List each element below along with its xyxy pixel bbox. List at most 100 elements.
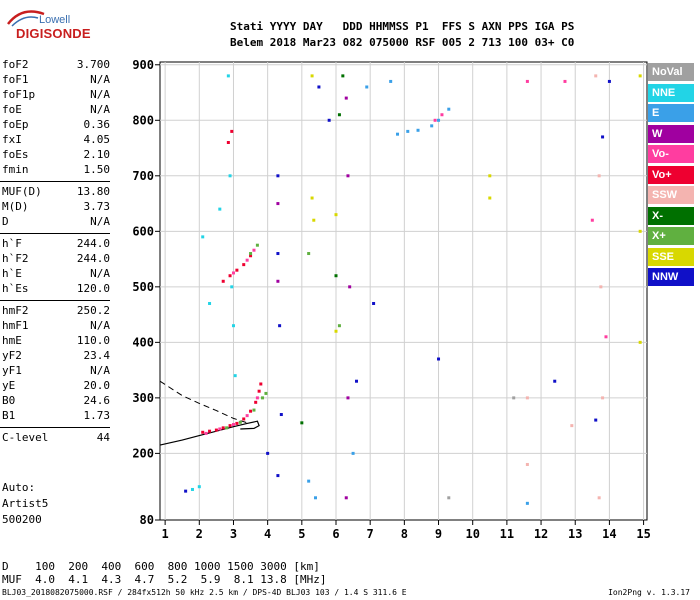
param-value: 20.0 [83,379,111,392]
echo-point-vo [590,218,594,222]
x-tick-label: 14 [602,527,616,541]
echo-point-vo [221,279,225,283]
header-values: Belem 2018 Mar23 082 075000 RSF 005 2 71… [230,36,575,49]
param-separator [0,181,110,182]
param-row-fof1p: foF1p N/A [2,88,110,103]
echo-point-x [337,113,341,117]
legend-item-nne: NNE [648,83,694,102]
echo-point-vo [254,400,258,404]
autoscaling-code: 500200 [2,513,42,526]
ionogram-plot: 1 2 3 4 5 6 7 8 9 10 11 12 13 14 158020030040050060070… [132,58,650,541]
param-row-fxi: fxI 4.05 [2,133,110,148]
echo-point-sse [310,74,314,78]
logo-product: DIGISONDE [16,26,91,41]
x-tick-label: 6 [332,527,339,541]
x-tick-label: 8 [401,527,408,541]
echo-point-w [346,174,350,178]
param-value: N/A [90,88,110,101]
echo-point-nne [190,487,194,491]
echo-point-sse [312,218,316,222]
echo-point-x [307,252,311,256]
x-tick-label: 15 [636,527,650,541]
param-value: 250.2 [76,304,110,317]
echo-point-x [337,324,341,328]
param-name: D [2,215,9,228]
echo-point-x [341,74,345,78]
logo-swoosh-icon [7,10,45,27]
x-tick-label: 2 [196,527,203,541]
echo-point-nnw [276,174,280,178]
y-tick-label: 80 [140,513,154,527]
param-name: hmF1 [2,319,29,332]
x-tick-label: 3 [230,527,237,541]
param-row-m-d-: M(D) 3.73 [2,200,110,215]
param-name: h`F [2,237,22,250]
x-tick-label: 9 [435,527,442,541]
echo-point-w [346,396,350,400]
echo-point-sse [488,174,492,178]
echo-point-vo [231,271,235,275]
echo-point-vo [218,427,222,431]
param-name: B0 [2,394,16,407]
param-row-d: D N/A [2,215,110,230]
echo-point-sse [638,74,642,78]
echo-point-nnw [266,451,270,455]
echo-point-ssw [525,396,529,400]
param-value: 120.0 [76,282,110,295]
echo-point-w [344,96,348,100]
echo-point-sse [488,196,492,200]
echo-point-w [276,202,280,206]
param-row-yf2: yF2 23.4 [2,349,110,364]
echo-point-e [416,128,420,132]
param-row-h-es: h`Es 120.0 [2,282,110,297]
echo-point-vo [226,140,230,144]
param-value: N/A [90,319,110,332]
echo-point-vo [259,382,263,386]
echo-point-e [396,132,400,136]
echo-point-nnw [184,489,188,493]
echo-point-x [261,396,265,400]
echo-point-nne [226,74,230,78]
echo-point-vo [525,79,529,83]
echo-point-nnw [437,357,441,361]
x-tick-label: 1 [162,527,169,541]
y-tick-label: 200 [132,446,154,460]
echo-point-vo [563,79,567,83]
echo-point-vo [255,396,259,400]
logo: Lowell DIGISONDE [4,4,91,42]
echo-point-e [365,85,369,89]
echo-point-nne [230,285,234,289]
param-row-foes: foEs 2.10 [2,148,110,163]
echo-point-nne [218,207,222,211]
param-value: N/A [90,215,110,228]
echo-point-nnw [372,301,376,305]
param-name: C-level [2,431,49,444]
param-name: M(D) [2,200,29,213]
echo-point-e [389,79,393,83]
legend-item-sse: SSE [648,247,694,266]
echo-point-vo [214,428,218,432]
echo-point-x [252,408,256,412]
param-value: 44 [96,431,110,444]
param-name: MUF(D) [2,185,42,198]
param-row-foe: foE N/A [2,103,110,118]
echo-point-vo [252,248,256,252]
echo-point-e [447,107,451,111]
param-name: hmF2 [2,304,29,317]
param-value: 2.10 [83,148,111,161]
param-row-c-level: C-level 44 [2,431,110,446]
echo-point-x [255,243,259,247]
param-value: 3.73 [83,200,111,213]
echo-point-w [276,279,280,283]
echo-point-vo [257,389,261,393]
echo-point-ssw [525,462,529,466]
echo-point-x [334,274,338,278]
echo-point-x [300,421,304,425]
muf-frequency-row: MUF 4.0 4.1 4.3 4.7 5.2 5.9 8.1 13.8 [MH… [2,573,327,586]
x-tick-label: 13 [568,527,582,541]
legend-item-x-: X+ [648,227,694,245]
param-name: yE [2,379,16,392]
param-name: hmE [2,334,22,347]
x-tick-label: 11 [500,527,514,541]
param-value: 4.05 [83,133,111,146]
